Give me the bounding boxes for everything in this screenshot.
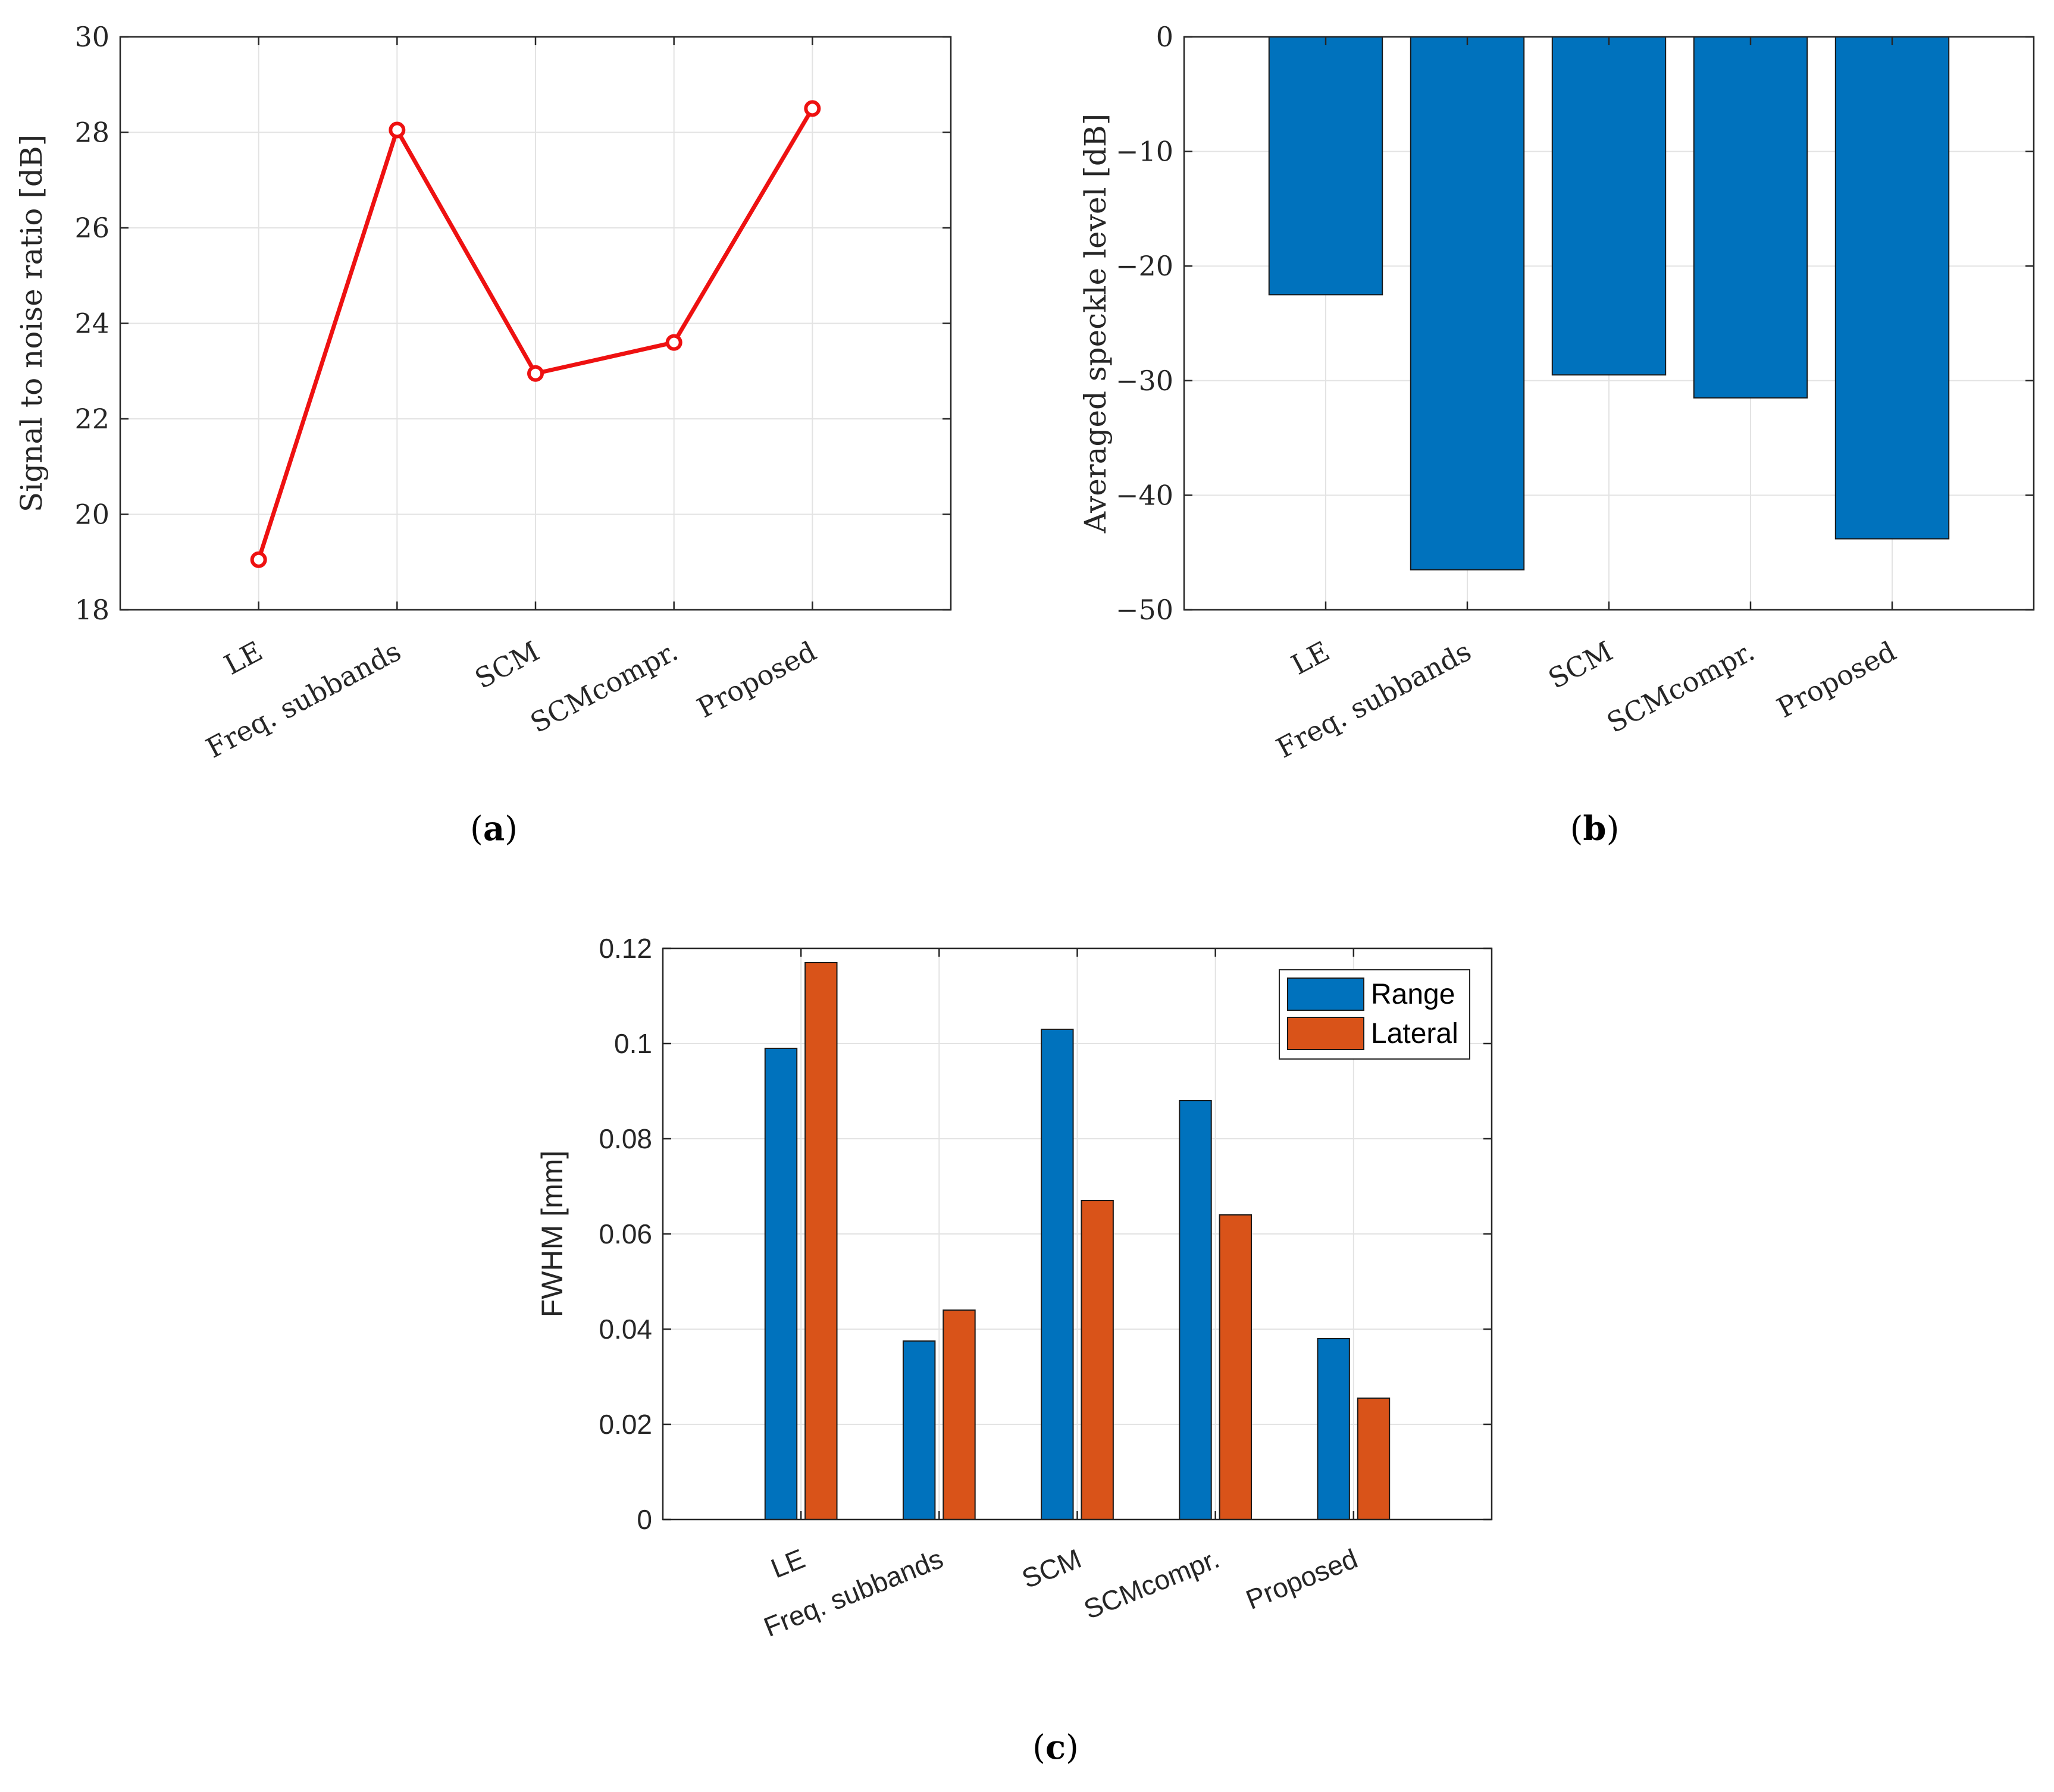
panel-caption: (c) [1032, 1728, 1079, 1767]
legend-swatch-lateral [1287, 1017, 1364, 1050]
legend-label-lateral: Lateral [1371, 1018, 1458, 1049]
y-tick-label: 0.04 [599, 1314, 652, 1345]
caption-letter: c [1045, 1728, 1066, 1767]
bar-lateral [1081, 1200, 1114, 1520]
bar-range [1179, 1100, 1212, 1520]
bar-range [1041, 1029, 1074, 1520]
y-tick-label: 0 [637, 1504, 652, 1535]
legend-label-range: Range [1371, 979, 1455, 1010]
y-tick-label: 18 [74, 594, 109, 626]
bar-speckle [1268, 36, 1383, 296]
data-point [527, 365, 544, 382]
x-tick-label: SCM [469, 635, 544, 695]
y-tick-label: 28 [74, 117, 109, 149]
panel-caption: (b) [1570, 809, 1620, 848]
caption-close-paren: ) [505, 810, 518, 848]
y-tick-label: 22 [74, 403, 109, 435]
panel-caption: (a) [470, 809, 518, 848]
y-tick-label: −10 [1116, 136, 1173, 168]
bar-lateral [804, 962, 838, 1520]
bar-lateral [943, 1309, 976, 1520]
caption-close-paren: ) [1066, 1728, 1079, 1767]
bar-speckle [1693, 36, 1808, 399]
legend-swatch-range [1287, 978, 1364, 1011]
bar-speckle [1834, 36, 1950, 540]
x-tick-label: SCMcompr. [1602, 635, 1759, 739]
x-tick-label: Proposed [692, 635, 822, 724]
y-tick-label: −50 [1116, 594, 1173, 626]
x-tick-label: SCM [1017, 1543, 1085, 1594]
y-tick-label: −30 [1116, 365, 1173, 397]
x-tick-label: SCMcompr. [525, 635, 682, 739]
bar-range [902, 1340, 936, 1520]
y-tick-label: 0.06 [599, 1218, 652, 1249]
y-axis-label: Signal to noise ratio [dB] [14, 134, 49, 512]
bar-lateral [1219, 1214, 1253, 1520]
y-tick-label: 24 [74, 308, 109, 340]
y-axis-label: FWHM [mm] [536, 1151, 569, 1317]
y-tick-label: 0 [1156, 21, 1173, 53]
data-point [250, 551, 267, 568]
bar-speckle [1551, 36, 1667, 376]
bar-lateral [1357, 1398, 1391, 1520]
bar-range [1317, 1338, 1350, 1520]
y-tick-label: 20 [74, 499, 109, 531]
caption-letter: b [1583, 809, 1606, 848]
y-axis-label: Averaged speckle level [dB] [1078, 114, 1113, 534]
y-tick-label: 0.1 [614, 1028, 652, 1059]
x-tick-label: Proposed [1242, 1543, 1362, 1615]
caption-open-paren: ( [470, 810, 483, 848]
data-point [389, 121, 406, 139]
y-tick-label: −40 [1116, 479, 1173, 511]
y-tick-label: −20 [1116, 250, 1173, 282]
caption-open-paren: ( [1032, 1728, 1045, 1767]
y-tick-label: 0.02 [599, 1409, 652, 1440]
x-tick-label: LE [1286, 635, 1335, 681]
data-point [804, 100, 821, 117]
x-tick-label: SCM [1543, 635, 1618, 695]
y-tick-label: 26 [74, 212, 109, 244]
x-tick-label: Proposed [1771, 635, 1901, 724]
caption-letter: a [483, 809, 505, 848]
y-tick-label: 30 [74, 21, 109, 53]
bar-range [764, 1048, 798, 1520]
bar-speckle [1410, 36, 1525, 571]
caption-close-paren: ) [1607, 810, 1620, 848]
y-tick-label: 0.12 [599, 933, 652, 964]
x-tick-label: LE [766, 1543, 809, 1584]
y-tick-label: 0.08 [599, 1123, 652, 1154]
x-tick-label: SCMcompr. [1079, 1543, 1223, 1625]
x-tick-label: LE [219, 635, 268, 681]
caption-open-paren: ( [1570, 810, 1583, 848]
data-point [665, 334, 682, 351]
